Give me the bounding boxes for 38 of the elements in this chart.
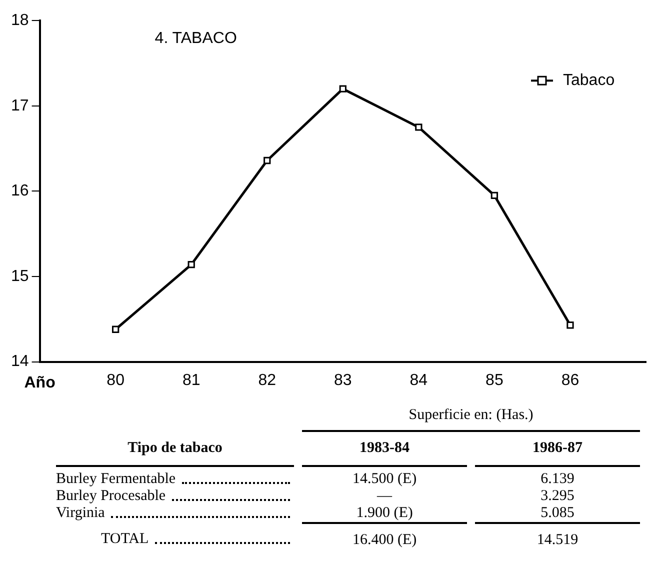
category-label: 1983-84 [302,432,468,467]
text: 4. TABACO [154,30,237,48]
y-tick-label: 14 [11,353,29,370]
text: 1.900 (E) [356,505,413,521]
text: 5.085 [540,505,574,521]
text: Superficie en: (Has.) [302,407,640,432]
text: — [377,488,392,504]
x-axis-title: Año [24,374,56,392]
x-tick-label: 82 [258,372,276,389]
text: 14.519 [536,532,578,548]
x-tick-label: 81 [182,372,200,389]
text: 6.139 [540,471,574,487]
x-tick-label: 80 [106,372,125,389]
y-tick-label: 16 [11,182,29,200]
category-label: Burley Fermentable [56,471,176,487]
x-tick-label: 83 [334,372,352,389]
text: 14.500 (E) [352,471,417,487]
y-tick-label: 18 [11,12,29,30]
category-label: TOTAL [101,531,149,547]
point [264,156,271,164]
point [415,124,422,131]
category-label: Tipo de tabaco [56,432,294,467]
y-tick-label: 17 [11,97,29,114]
x-tick-label: 84 [410,372,428,389]
point [112,326,120,333]
x-tick-label: 86 [561,372,580,389]
text: 16.400 (E) [352,532,417,548]
point [566,322,574,329]
category-label: 1986-87 [475,432,640,467]
text: 3.295 [540,488,574,504]
category-label: Virginia [56,505,105,521]
legend-label: Tabaco [563,72,615,90]
point [490,192,498,200]
category-label: Burley Procesable [56,488,166,504]
x-tick-label: 85 [486,372,504,389]
y-tick-label: 15 [11,268,29,285]
point [339,85,346,92]
point [188,260,195,268]
